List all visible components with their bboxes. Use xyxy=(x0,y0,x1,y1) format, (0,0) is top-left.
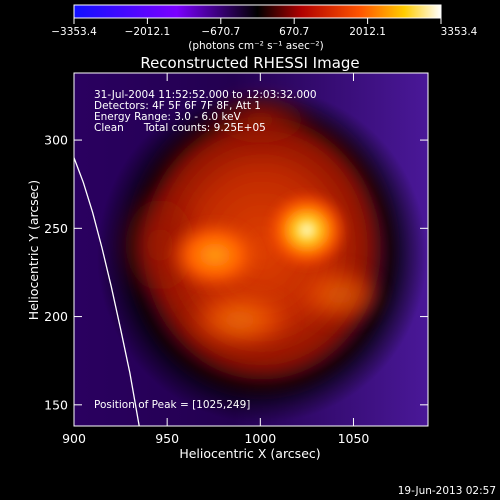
chart-title: Reconstructed RHESSI Image xyxy=(140,54,359,72)
colorbar-unit-label: (photons cm⁻² s⁻¹ asec⁻²) xyxy=(188,40,323,52)
x-axis-label: Heliocentric X (arcsec) xyxy=(179,446,320,461)
y-tick-label: 300 xyxy=(44,133,68,148)
y-tick-label: 200 xyxy=(44,309,68,324)
warm-region-right xyxy=(295,265,385,325)
solar-limb-line xyxy=(74,157,140,426)
colorbar-tick-label: 3353.4 xyxy=(441,26,478,38)
colorbar-ticks: −3353.4 −2012.1 −670.7 670.7 2012.1 3353.4 xyxy=(51,18,478,38)
y-axis-label: Heliocentric Y (arcsec) xyxy=(26,180,41,320)
footer-timestamp: 19-Jun-2013 02:57 xyxy=(398,485,496,497)
annotation-detectors: Detectors: 4F 5F 6F 7F 8F, Att 1 xyxy=(94,100,261,112)
heatmap-image xyxy=(74,73,428,426)
x-tick-label: 1000 xyxy=(244,431,276,446)
annotation-peak-position: Position of Peak = [1025,249] xyxy=(94,399,250,411)
x-tick-label: 1050 xyxy=(338,431,370,446)
x-tick-label: 900 xyxy=(62,431,86,446)
colorbar-tick-label: −2012.1 xyxy=(125,26,171,38)
colorbar-tick-label: −670.7 xyxy=(201,26,240,38)
colorbar xyxy=(74,5,441,18)
dim-lobe-top xyxy=(205,90,315,150)
x-tick-label: 950 xyxy=(155,431,179,446)
y-axis-ticks: 150 200 250 300 xyxy=(44,133,428,412)
colorbar-tick-label: 2012.1 xyxy=(349,26,386,38)
x-axis-ticks: 900 950 1000 1050 xyxy=(62,73,369,446)
warm-region-bottom xyxy=(185,290,295,350)
annotation-clean-counts: Clean Total counts: 9.25E+05 xyxy=(94,122,266,134)
colorbar-tick-label: −3353.4 xyxy=(51,26,97,38)
warm-region-left xyxy=(165,217,265,293)
annotation-energy-range: Energy Range: 3.0 - 6.0 keV xyxy=(94,111,242,123)
y-tick-label: 150 xyxy=(44,397,68,412)
y-tick-label: 250 xyxy=(44,221,68,236)
colorbar-frame xyxy=(73,4,442,19)
plot-frame xyxy=(73,72,429,427)
colorbar-tick-label: 670.7 xyxy=(279,26,309,38)
annotation-time-range: 31-Jul-2004 11:52:52.000 to 12:03:32.000 xyxy=(94,89,317,101)
peak-hotspot xyxy=(264,190,349,271)
